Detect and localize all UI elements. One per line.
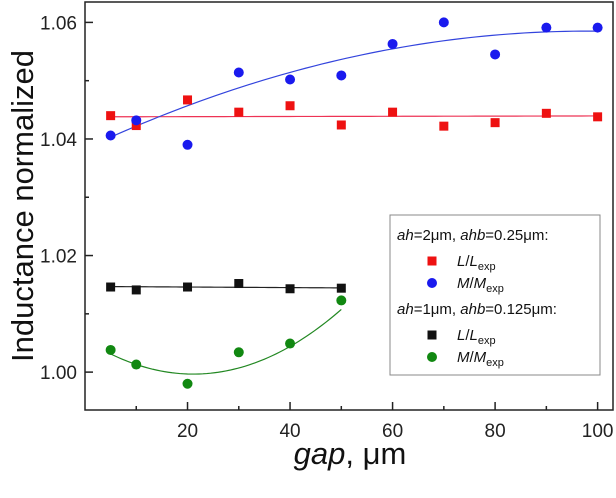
legend-group-header: ah=1μm, ahb=0.125μm: — [397, 301, 557, 318]
legend-label-l1: L/Lexp — [457, 253, 496, 273]
point-l2 — [131, 285, 141, 295]
point-m1 — [387, 38, 398, 49]
ticks: 20 40 60 80 100 1.00 1.02 1.04 1.06 — [40, 13, 613, 442]
x-tick-label: 40 — [279, 421, 300, 442]
data-points — [105, 17, 603, 389]
point-m1 — [438, 17, 449, 28]
point-l2 — [285, 284, 295, 294]
point-l1 — [439, 121, 449, 131]
legend-marker-l1 — [427, 256, 437, 266]
point-l2 — [183, 282, 193, 292]
point-l1 — [285, 101, 295, 111]
y-tick-label: 1.00 — [40, 363, 77, 384]
point-m1 — [131, 115, 142, 126]
point-m1 — [336, 70, 347, 81]
point-m2 — [336, 295, 347, 306]
point-m1 — [592, 22, 603, 33]
point-l1 — [106, 111, 116, 121]
point-l2 — [234, 279, 244, 289]
point-m1 — [541, 22, 552, 33]
x-axis-title: gap, μm — [294, 436, 407, 471]
legend-marker-m2 — [427, 352, 437, 362]
point-m2 — [285, 338, 296, 349]
y-tick-label: 1.06 — [40, 13, 77, 34]
y-tick-label: 1.02 — [40, 247, 77, 268]
point-m1 — [285, 74, 296, 85]
x-tick-label: 100 — [582, 421, 614, 442]
point-l1 — [541, 108, 551, 118]
legend-group-header: ah=2μm, ahb=0.25μm: — [397, 227, 549, 244]
fit-curve-m1 — [110, 30, 598, 138]
point-m2 — [233, 347, 244, 358]
y-axis-title: Inductance normalized — [5, 50, 40, 362]
legend-marker-l2 — [427, 330, 437, 340]
legend-label-m2: M/Mexp — [457, 349, 504, 369]
point-m1 — [490, 49, 501, 60]
point-l1 — [388, 107, 398, 117]
point-l2 — [106, 282, 116, 292]
point-m2 — [105, 344, 116, 355]
point-l1 — [593, 112, 603, 122]
point-m1 — [233, 67, 244, 78]
point-l1 — [234, 107, 244, 117]
plot-frame — [84, 1, 614, 411]
point-m2 — [182, 378, 193, 389]
fit-curve-m2 — [110, 309, 342, 375]
point-m1 — [105, 130, 116, 141]
point-l2 — [336, 283, 346, 293]
x-tick-label: 60 — [382, 421, 403, 442]
legend-label-m1: M/Mexp — [457, 275, 504, 295]
x-tick-label: 80 — [485, 421, 506, 442]
x-tick-label: 20 — [177, 421, 198, 442]
fit-curve-l2 — [110, 285, 342, 289]
fit-curve-l1 — [110, 115, 598, 118]
legend-box — [389, 214, 601, 376]
point-m1 — [182, 139, 193, 150]
point-l1 — [490, 118, 500, 128]
point-l1 — [131, 121, 141, 131]
y-tick-label: 1.04 — [40, 130, 77, 151]
legend-marker-m1 — [427, 278, 437, 288]
point-l1 — [183, 95, 193, 105]
legend-label-l2: L/Lexp — [457, 327, 496, 347]
point-l1 — [336, 120, 346, 130]
point-m2 — [131, 359, 142, 370]
